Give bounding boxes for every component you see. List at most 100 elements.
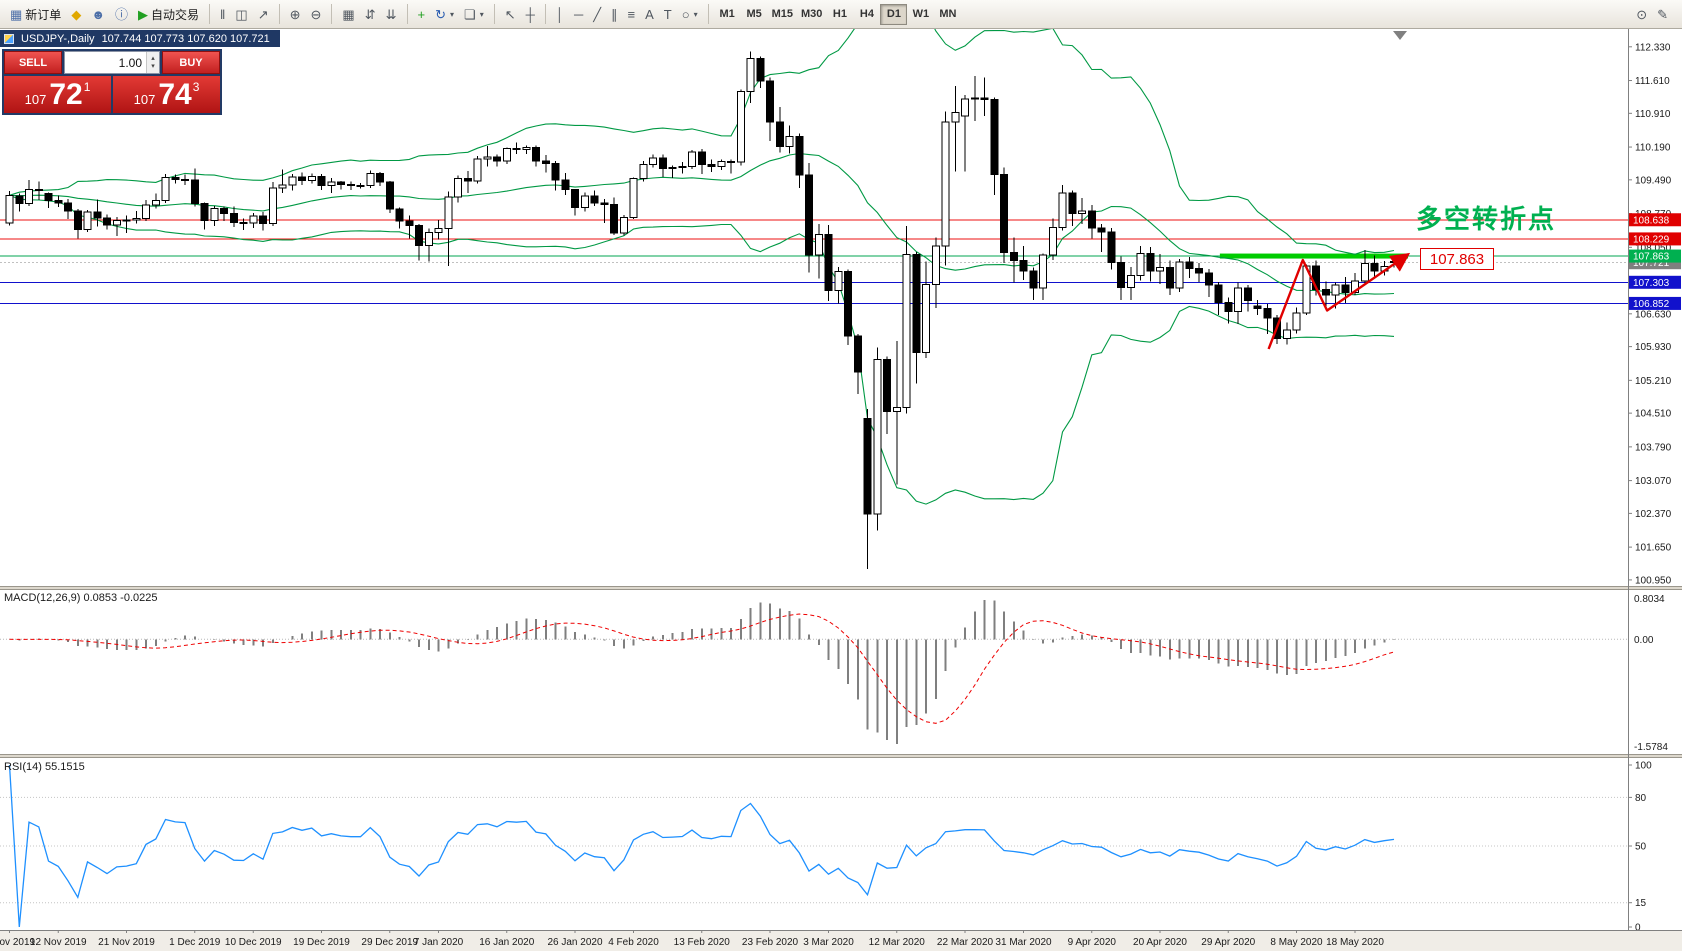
macd-histogram (18, 599, 1395, 745)
chart-icon (4, 33, 14, 44)
svg-text:107.303: 107.303 (1633, 278, 1670, 289)
horizontal-line-button[interactable]: ─ (569, 2, 588, 26)
line-chart-button[interactable]: ↗ (253, 2, 274, 26)
svg-text:22 Mar 2020: 22 Mar 2020 (937, 937, 994, 948)
shapes-button[interactable]: ○ ▾ (677, 2, 703, 26)
timeframe-button-m1[interactable]: M1 (714, 4, 741, 25)
svg-text:12 Mar 2020: 12 Mar 2020 (869, 937, 926, 948)
cursor-button[interactable]: ↖ (500, 2, 521, 26)
price-marker-108.229 (1629, 232, 1681, 246)
sell-button[interactable]: SELL (4, 51, 62, 74)
equidistant-channel-button[interactable]: ∥ (606, 2, 623, 26)
svg-text:108.638: 108.638 (1633, 215, 1670, 226)
svg-text:0.8034: 0.8034 (1634, 594, 1665, 605)
new-chart-button[interactable]: + (413, 2, 431, 26)
rsi-line (8, 764, 1395, 928)
auto-arrange-button[interactable]: ⇊ (381, 2, 402, 26)
fibonacci-button[interactable]: ≡ (623, 2, 641, 26)
search-button[interactable]: ⊙ (1631, 2, 1652, 26)
svg-text:106.630: 106.630 (1635, 309, 1672, 320)
zoom-out-button[interactable]: ⊖ (306, 2, 327, 26)
chart-refresh-button[interactable]: ↻ ▾ (430, 2, 459, 26)
svg-text:29 Apr 2020: 29 Apr 2020 (1201, 937, 1255, 948)
new-order-button[interactable]: ▦ 新订单 (5, 2, 66, 26)
svg-text:5 Nov 2019: 5 Nov 2019 (0, 937, 36, 948)
arrange-windows-button[interactable]: ⇵ (360, 2, 381, 26)
svg-text:103.070: 103.070 (1635, 476, 1672, 487)
svg-text:10 Dec 2019: 10 Dec 2019 (225, 937, 282, 948)
crosshair-button[interactable]: ┼ (521, 2, 540, 26)
svg-text:102.370: 102.370 (1635, 509, 1672, 520)
auto-trading-button[interactable]: ▶ 自动交易 (133, 2, 204, 26)
macd-header: MACD(12,26,9) 0.0853 -0.0225 (4, 592, 158, 604)
candlestick-chart-button[interactable]: ◫ (230, 2, 252, 26)
accounts-button[interactable]: ☻ (86, 2, 110, 26)
svg-text:105.210: 105.210 (1635, 376, 1672, 387)
toolbar: ▦ 新订单 ◆ ☻ ⓘ ▶ 自动交易 ‖ ◫ ↗ ⊕ ⊖ ▦ ⇵ ⇊ + ↻ ▾ ❏ ▾ ↖ ┼ │ ─ ╱ ∥ ≡ A T ○ ▾ M1 M5… (0, 0, 1682, 29)
svg-text:31 Mar 2020: 31 Mar 2020 (995, 937, 1052, 948)
svg-text:108.229: 108.229 (1633, 234, 1670, 245)
volume-down-button[interactable]: ▾ (151, 62, 155, 70)
svg-text:108.050: 108.050 (1635, 243, 1672, 254)
price-marker-108.638 (1629, 213, 1681, 227)
timeframe-button-m5[interactable]: M5 (741, 4, 768, 25)
resistance-band (1219, 253, 1409, 259)
svg-text:12 Nov 2019: 12 Nov 2019 (30, 937, 87, 948)
chart-title-bar: USDJPY-,Daily 107.744 107.773 107.620 10… (0, 30, 280, 47)
svg-text:106.852: 106.852 (1633, 299, 1670, 310)
metaeditor-button[interactable]: ◆ (66, 2, 86, 26)
svg-text:109.490: 109.490 (1635, 175, 1672, 186)
timeframe-button-h1[interactable]: H1 (826, 4, 853, 25)
info-button[interactable]: ⓘ (110, 2, 133, 26)
svg-text:3 Mar 2020: 3 Mar 2020 (803, 937, 854, 948)
shift-marker (1393, 31, 1407, 40)
svg-text:111.610: 111.610 (1635, 76, 1670, 87)
text-button[interactable]: A (640, 2, 659, 26)
chart-symbol-period: USDJPY-,Daily (21, 32, 95, 45)
svg-text:105.930: 105.930 (1635, 342, 1672, 353)
bollinger-bands (9, 29, 1395, 505)
timeframe-button-m15[interactable]: M15 (768, 4, 797, 25)
tile-windows-button[interactable]: ▦ (337, 2, 359, 26)
svg-text:104.510: 104.510 (1635, 409, 1672, 420)
zoom-in-button[interactable]: ⊕ (285, 2, 306, 26)
svg-text:16 Jan 2020: 16 Jan 2020 (479, 937, 534, 948)
svg-text:107.863: 107.863 (1633, 252, 1670, 263)
svg-text:23 Feb 2020: 23 Feb 2020 (742, 937, 799, 948)
svg-text:7 Jan 2020: 7 Jan 2020 (414, 937, 464, 948)
date-axis (0, 930, 1682, 951)
timeframe-button-m30[interactable]: M30 (797, 4, 826, 25)
svg-text:110.190: 110.190 (1635, 143, 1671, 154)
buy-price-display[interactable]: 107 74 3 (113, 76, 220, 113)
timeframe-button-h4[interactable]: H4 (853, 4, 880, 25)
edit-button[interactable]: ✎ (1652, 2, 1673, 26)
text-label-button[interactable]: T (659, 2, 677, 26)
svg-text:19 Dec 2019: 19 Dec 2019 (293, 937, 350, 948)
ohlc-bars-button[interactable]: ‖ (215, 2, 230, 26)
timeframe-button-w1[interactable]: W1 (907, 4, 934, 25)
chart-profile-button[interactable]: ❏ ▾ (459, 2, 489, 26)
vertical-line-button[interactable]: │ (551, 2, 569, 26)
buy-price-sup: 3 (192, 80, 200, 94)
chart-quote: 107.744 107.773 107.620 107.721 (101, 32, 270, 45)
volume-value[interactable]: 1.00 (118, 55, 142, 70)
sell-price-small: 107 (24, 92, 47, 107)
svg-text:18 May 2020: 18 May 2020 (1326, 937, 1384, 948)
volume-spinner: ▴ ▾ (146, 52, 159, 73)
svg-text:100: 100 (1635, 761, 1652, 772)
macd-signal-line (9, 613, 1395, 724)
svg-text:8 May 2020: 8 May 2020 (1270, 937, 1323, 948)
buy-button[interactable]: BUY (162, 51, 220, 74)
price-tag-label[interactable]: 107.863 (1420, 248, 1494, 270)
timeframe-button-mn[interactable]: MN (934, 4, 961, 25)
trendline-button[interactable]: ╱ (588, 2, 606, 26)
sell-price-display[interactable]: 107 72 1 (4, 76, 111, 113)
price-marker-107.863 (1629, 249, 1681, 263)
volume-field[interactable]: 1.00 ▴ ▾ (64, 51, 160, 74)
turning-point-annotation[interactable]: 多空转折点 (1416, 204, 1557, 234)
timeframe-button-d1[interactable]: D1 (880, 3, 908, 25)
volume-up-button[interactable]: ▴ (151, 54, 155, 62)
one-click-trading-panel: SELL 1.00 ▴ ▾ BUY 107 72 1 107 74 3 (2, 49, 222, 115)
